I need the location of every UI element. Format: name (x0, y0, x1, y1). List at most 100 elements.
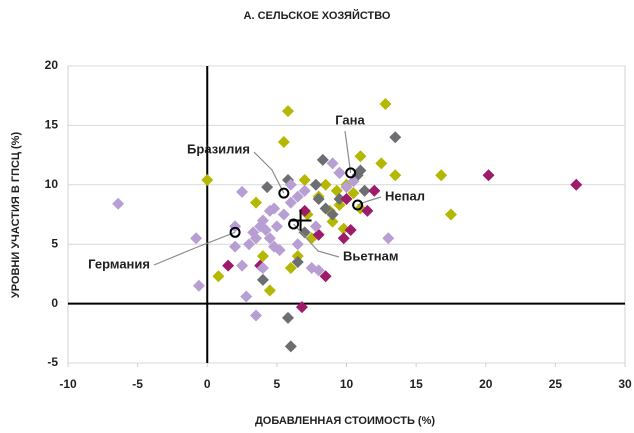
x-tick-label: 25 (549, 377, 563, 391)
point (295, 301, 308, 314)
point (291, 238, 304, 251)
point (326, 157, 339, 170)
annotation-label: Германия (88, 256, 150, 271)
annotation-label: Непал (385, 188, 425, 203)
point (312, 193, 325, 206)
x-tick-label: 10 (340, 377, 354, 391)
point (379, 98, 392, 111)
point (229, 240, 242, 253)
point (291, 256, 304, 269)
annotation-leader (293, 223, 340, 258)
point (333, 166, 346, 179)
point (190, 232, 203, 245)
y-tick-label: 5 (51, 236, 58, 250)
point (319, 178, 332, 191)
y-tick-label: 0 (51, 296, 58, 310)
point (263, 232, 276, 245)
point (340, 181, 353, 194)
point (435, 169, 448, 182)
point (282, 311, 295, 324)
point (249, 309, 262, 322)
point (333, 193, 346, 206)
point (222, 259, 235, 272)
point (263, 204, 276, 217)
point (284, 340, 297, 353)
point (361, 204, 374, 217)
annotation-leader (153, 231, 236, 266)
point (368, 184, 381, 197)
annotation-label: Вьетнам (343, 248, 399, 263)
point (284, 178, 297, 191)
point (298, 174, 311, 187)
point (389, 169, 402, 182)
point (298, 204, 311, 217)
point (256, 250, 269, 263)
x-tick-label: 5 (274, 377, 281, 391)
point (284, 261, 297, 274)
point (326, 215, 339, 228)
point (482, 169, 495, 182)
point (382, 232, 395, 245)
point (319, 202, 332, 215)
point (212, 270, 225, 283)
plot-frame (67, 65, 626, 364)
point (256, 273, 269, 286)
annotation-marker (288, 218, 300, 230)
point (354, 150, 367, 163)
point (316, 153, 329, 166)
annotation-label: Гана (335, 112, 365, 127)
annotation-marker (352, 199, 364, 211)
annotation-leader (253, 151, 285, 194)
x-tick-label: -10 (59, 377, 77, 391)
point (201, 174, 214, 187)
point (282, 105, 295, 118)
annotation-marker (229, 226, 241, 238)
point (249, 232, 262, 245)
y-tick-label: 15 (45, 118, 59, 132)
point (309, 220, 322, 233)
x-tick-label: 0 (204, 377, 211, 391)
y-tick-label: 10 (45, 177, 59, 191)
point (337, 232, 350, 245)
point (347, 187, 360, 200)
point (570, 178, 583, 191)
point (309, 178, 322, 191)
point (312, 264, 325, 277)
point (340, 193, 353, 206)
point (249, 196, 262, 209)
point (268, 240, 281, 253)
point (277, 208, 290, 221)
point (375, 157, 388, 170)
point (358, 184, 371, 197)
point (263, 284, 276, 297)
point (192, 279, 205, 292)
point (247, 226, 260, 239)
x-tick-label: 15 (409, 377, 423, 391)
y-tick-label: -5 (47, 355, 58, 369)
point (298, 226, 311, 239)
point (298, 184, 311, 197)
chart-title: A. СЕЛЬСКОЕ ХОЗЯЙСТВО (244, 9, 391, 22)
point (444, 208, 457, 221)
y-axis-label: УРОВНИ УЧАСТИЯ В ГПСЦ (%) (10, 132, 22, 299)
x-tick-label: -5 (132, 377, 143, 391)
point (270, 220, 283, 233)
annotation-label: Бразилия (187, 141, 250, 156)
point (389, 131, 402, 144)
point (240, 290, 253, 303)
point (112, 197, 125, 210)
x-tick-label: 20 (479, 377, 493, 391)
annotation-marker (278, 187, 290, 199)
x-tick-label: 30 (618, 377, 632, 391)
point (259, 223, 272, 236)
point (284, 196, 297, 209)
point (277, 136, 290, 149)
point (319, 270, 332, 283)
y-tick-label: 20 (45, 58, 59, 72)
point (261, 181, 274, 194)
point (236, 259, 249, 272)
point (256, 261, 269, 274)
annotation-leader (344, 130, 352, 174)
point (326, 208, 339, 221)
